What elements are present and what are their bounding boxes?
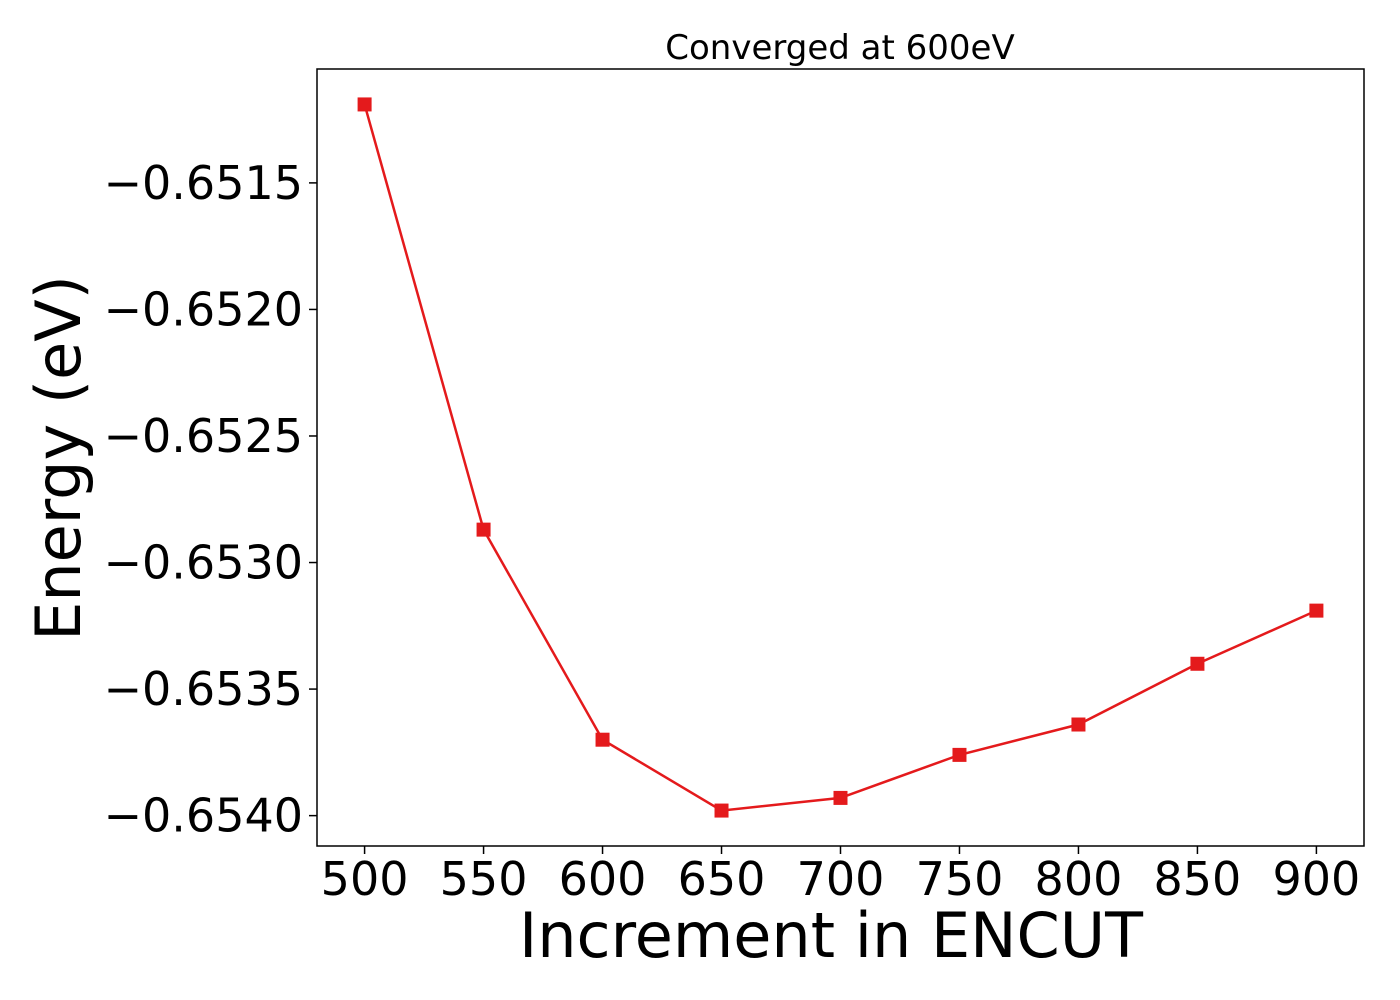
y-tick-label: −0.6535 xyxy=(104,662,304,716)
x-tick-label: 550 xyxy=(440,852,528,906)
y-axis-label: Energy (eV) xyxy=(22,275,95,641)
data-point-marker xyxy=(714,803,729,818)
x-tick-label: 750 xyxy=(916,852,1004,906)
x-tick-label: 700 xyxy=(797,852,885,906)
chart-title: Converged at 600eV xyxy=(665,28,1014,68)
x-tick-label: 800 xyxy=(1035,852,1123,906)
x-axis-label: Increment in ENCUT xyxy=(519,899,1144,972)
series-layer xyxy=(357,97,1324,818)
y-tick-label: −0.6530 xyxy=(104,536,304,590)
x-tick-label: 850 xyxy=(1154,852,1242,906)
data-point-marker xyxy=(1309,603,1324,618)
y-tick-label: −0.6520 xyxy=(104,282,304,336)
y-axis-ticks: −0.6515 −0.6520 −0.6525 −0.6530 −0.6535 −0.65… xyxy=(104,156,317,843)
data-point-marker xyxy=(1071,717,1086,732)
y-tick-label: −0.6540 xyxy=(104,789,304,843)
data-point-marker xyxy=(476,522,491,537)
y-tick-label: −0.6515 xyxy=(104,156,304,210)
data-point-marker xyxy=(952,747,967,762)
x-tick-label: 650 xyxy=(678,852,766,906)
data-point-marker xyxy=(833,790,848,805)
data-point-marker xyxy=(1190,656,1205,671)
x-tick-label: 600 xyxy=(559,852,647,906)
data-point-marker xyxy=(357,97,372,112)
x-axis-ticks: 500 550 600 650 700 750 800 850 900 xyxy=(321,846,1361,906)
x-tick-label: 900 xyxy=(1273,852,1361,906)
x-tick-label: 500 xyxy=(321,852,409,906)
data-point-marker xyxy=(595,732,610,747)
y-tick-label: −0.6525 xyxy=(104,409,304,463)
plot-area xyxy=(316,68,1365,847)
